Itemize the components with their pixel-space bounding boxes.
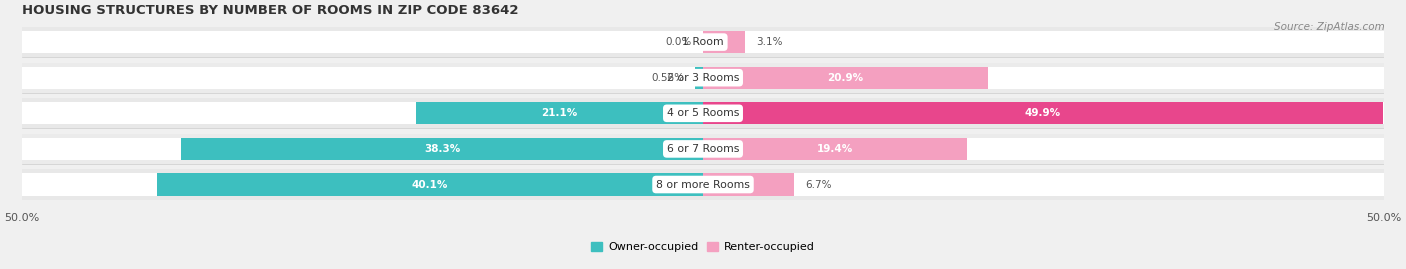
Bar bbox=[703, 174, 794, 196]
Text: 3.1%: 3.1% bbox=[756, 37, 783, 47]
Text: 49.9%: 49.9% bbox=[1025, 108, 1062, 118]
Bar bbox=[21, 138, 1385, 160]
Text: 40.1%: 40.1% bbox=[412, 179, 449, 190]
Bar bbox=[703, 102, 1384, 124]
Bar bbox=[156, 174, 703, 196]
Text: Source: ZipAtlas.com: Source: ZipAtlas.com bbox=[1274, 22, 1385, 31]
Text: 2 or 3 Rooms: 2 or 3 Rooms bbox=[666, 73, 740, 83]
Bar bbox=[21, 102, 1385, 124]
Bar bbox=[21, 174, 1385, 196]
Bar bbox=[21, 27, 1385, 57]
Bar bbox=[21, 134, 1385, 164]
Bar bbox=[703, 31, 745, 53]
Bar bbox=[416, 102, 703, 124]
Text: 20.9%: 20.9% bbox=[827, 73, 863, 83]
Bar bbox=[696, 67, 703, 89]
Text: 6.7%: 6.7% bbox=[806, 179, 832, 190]
Text: 21.1%: 21.1% bbox=[541, 108, 578, 118]
Text: 4 or 5 Rooms: 4 or 5 Rooms bbox=[666, 108, 740, 118]
Text: 8 or more Rooms: 8 or more Rooms bbox=[657, 179, 749, 190]
Text: HOUSING STRUCTURES BY NUMBER OF ROOMS IN ZIP CODE 83642: HOUSING STRUCTURES BY NUMBER OF ROOMS IN… bbox=[21, 4, 519, 17]
Bar bbox=[21, 169, 1385, 200]
Bar bbox=[21, 98, 1385, 128]
Text: 0.56%: 0.56% bbox=[651, 73, 685, 83]
Legend: Owner-occupied, Renter-occupied: Owner-occupied, Renter-occupied bbox=[586, 237, 820, 257]
Bar bbox=[703, 138, 967, 160]
Bar bbox=[703, 67, 988, 89]
Text: 38.3%: 38.3% bbox=[425, 144, 460, 154]
Text: 19.4%: 19.4% bbox=[817, 144, 853, 154]
Text: 0.0%: 0.0% bbox=[666, 37, 692, 47]
Bar bbox=[181, 138, 703, 160]
Bar bbox=[21, 31, 1385, 53]
Text: 1 Room: 1 Room bbox=[682, 37, 724, 47]
Text: 6 or 7 Rooms: 6 or 7 Rooms bbox=[666, 144, 740, 154]
Bar bbox=[21, 67, 1385, 89]
Bar bbox=[21, 63, 1385, 93]
